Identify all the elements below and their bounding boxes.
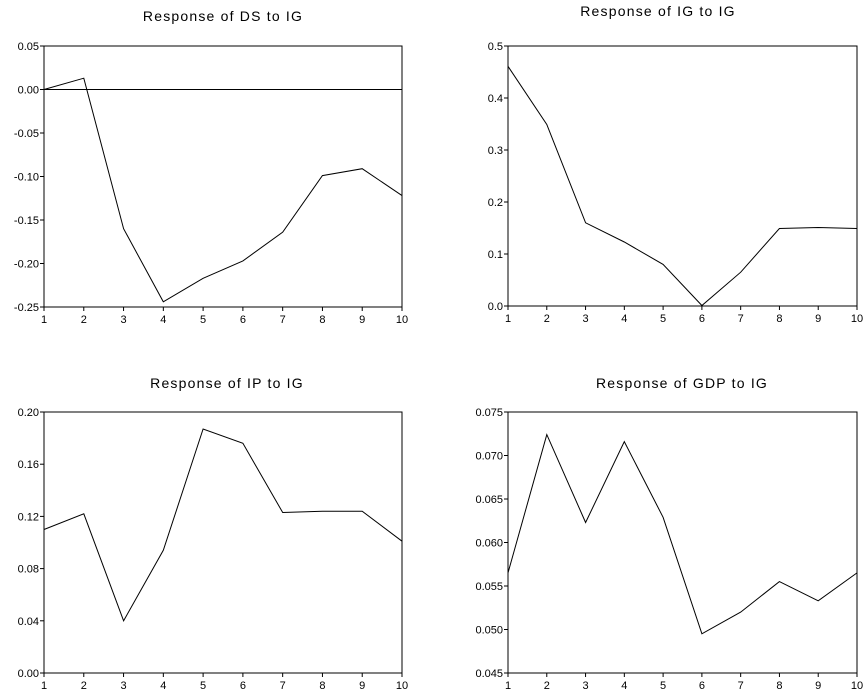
x-tick-label: 7 [738, 313, 744, 325]
x-tick-label: 3 [120, 314, 126, 326]
y-tick-label: 0.5 [488, 41, 503, 53]
x-tick-label: 4 [621, 680, 627, 692]
x-tick-label: 6 [699, 313, 705, 325]
y-tick-label: 0.16 [18, 459, 39, 471]
y-tick-label: 0.2 [488, 197, 503, 209]
y-tick-label: 0.00 [18, 668, 39, 680]
x-tick-label: 5 [200, 680, 206, 692]
chart-panel-response-of-ig-to-ig: Response of IG to IG 0.5 0.4 0.3 0.2 0.1 0.01 2… [488, 3, 863, 325]
y-tick-label: -0.10 [14, 172, 39, 184]
response-line [507, 66, 858, 307]
x-tick-label: 2 [544, 313, 550, 325]
y-tick-label: 0.050 [475, 625, 503, 637]
y-tick-label: 0.04 [18, 616, 39, 628]
chart-title: Response of IG to IG [580, 3, 736, 19]
chart-title: Response of DS to IG [143, 8, 303, 24]
y-tick-label: -0.25 [14, 302, 39, 314]
x-tick-label: 1 [41, 680, 47, 692]
x-tick-label: 4 [160, 314, 166, 326]
response-line [507, 433, 858, 635]
x-tick-label: 9 [359, 314, 365, 326]
x-tick-label: 10 [851, 313, 863, 325]
x-tick-label: 4 [621, 313, 627, 325]
y-tick-label: -0.20 [14, 259, 39, 271]
y-tick-label: 0.045 [475, 668, 503, 680]
plot-frame [507, 411, 858, 674]
x-tick-label: 8 [319, 680, 325, 692]
x-tick-label: 6 [240, 680, 246, 692]
y-tick-label: 0.20 [18, 407, 39, 419]
x-tick-label: 10 [396, 314, 408, 326]
x-tick-label: 1 [505, 313, 511, 325]
x-tick-label: 3 [582, 313, 588, 325]
y-tick-label: 0.075 [475, 407, 503, 419]
y-tick-label: 0.3 [488, 145, 503, 157]
x-tick-label: 2 [81, 680, 87, 692]
plot-frame [43, 411, 403, 674]
chart-panel-response-of-ds-to-ig: Response of DS to IG 0.05 0.00 -0.05 -0.10 -0… [14, 8, 408, 326]
chart-panel-response-of-ip-to-ig: Response of IP to IG 0.20 0.16 0.12 0.08 0.04… [18, 375, 409, 692]
y-tick-label: 0.12 [18, 511, 39, 523]
x-tick-label: 7 [280, 680, 286, 692]
x-tick-label: 9 [359, 680, 365, 692]
x-tick-label: 7 [738, 680, 744, 692]
response-line [43, 428, 403, 622]
y-tick-label: 0.4 [488, 93, 503, 105]
x-tick-label: 9 [815, 313, 821, 325]
x-tick-label: 2 [81, 314, 87, 326]
x-tick-label: 8 [776, 313, 782, 325]
x-tick-label: 10 [396, 680, 408, 692]
x-tick-label: 1 [41, 314, 47, 326]
x-tick-label: 2 [544, 680, 550, 692]
y-tick-label: -0.05 [14, 128, 39, 140]
chart-panel-response-of-gdp-to-ig: Response of GDP to IG 0.075 0.070 0.065 0.06… [475, 375, 863, 692]
plot-frame [507, 45, 858, 307]
x-tick-label: 8 [319, 314, 325, 326]
x-tick-label: 9 [815, 680, 821, 692]
x-tick-label: 8 [776, 680, 782, 692]
chart-title: Response of GDP to IG [596, 375, 768, 391]
y-tick-label: 0.055 [475, 581, 503, 593]
x-tick-label: 1 [505, 680, 511, 692]
x-tick-label: 3 [120, 680, 126, 692]
x-tick-label: 5 [660, 313, 666, 325]
y-tick-label: 0.065 [475, 494, 503, 506]
y-tick-label: 0.0 [488, 301, 503, 313]
y-tick-label: 0.060 [475, 538, 503, 550]
x-tick-label: 6 [699, 680, 705, 692]
x-tick-label: 6 [240, 314, 246, 326]
response-line [43, 77, 403, 303]
y-tick-label: 0.08 [18, 564, 39, 576]
chart-title: Response of IP to IG [150, 375, 304, 391]
x-tick-label: 5 [200, 314, 206, 326]
plot-frame [43, 45, 403, 308]
x-tick-label: 3 [582, 680, 588, 692]
x-tick-label: 5 [660, 680, 666, 692]
y-tick-label: 0.05 [18, 41, 39, 53]
x-tick-label: 10 [851, 680, 863, 692]
y-tick-label: -0.15 [14, 215, 39, 227]
x-tick-label: 4 [160, 680, 166, 692]
y-tick-label: 0.1 [488, 249, 503, 261]
y-tick-label: 0.00 [18, 85, 39, 97]
x-tick-label: 7 [280, 314, 286, 326]
y-tick-label: 0.070 [475, 451, 503, 463]
